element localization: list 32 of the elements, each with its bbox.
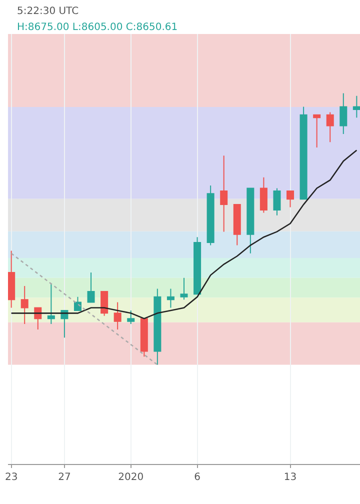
text: 5:22:30 UTC	[17, 6, 79, 17]
x-tick-label: 27	[58, 472, 71, 483]
candlestick	[8, 250, 16, 308]
candlestick	[154, 288, 162, 366]
candlestick	[220, 155, 228, 232]
candlestick	[194, 236, 202, 295]
candlestick	[87, 272, 95, 303]
candlestick	[206, 185, 214, 246]
candlestick	[100, 290, 108, 316]
candlestick	[313, 114, 321, 148]
candlestick	[340, 92, 348, 134]
candlestick	[166, 288, 174, 308]
candlestick	[286, 190, 294, 208]
candlestick	[352, 95, 360, 118]
candlestick	[180, 277, 188, 300]
x-tick-label: 23	[4, 472, 18, 483]
text: H:8675.00 L:8605.00 C:8650.61	[17, 22, 178, 33]
candlestick	[127, 310, 135, 325]
candlestick	[233, 204, 241, 246]
x-tick-label: 13	[284, 472, 297, 483]
x-tick-label: 2020	[118, 472, 144, 483]
x-tick-label: 6	[194, 472, 200, 483]
candlestick	[74, 296, 82, 311]
candlestick	[246, 188, 254, 254]
candlestick	[300, 106, 308, 200]
candlestick	[20, 286, 28, 325]
candlestick	[140, 318, 148, 358]
candlestick	[326, 112, 334, 143]
candlestick	[273, 188, 281, 216]
candlestick	[114, 302, 122, 330]
candlestick	[47, 282, 55, 325]
candlestick	[260, 176, 268, 214]
